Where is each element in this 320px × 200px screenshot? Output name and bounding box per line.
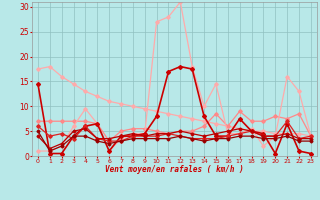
X-axis label: Vent moyen/en rafales ( km/h ): Vent moyen/en rafales ( km/h ) [105, 165, 244, 174]
